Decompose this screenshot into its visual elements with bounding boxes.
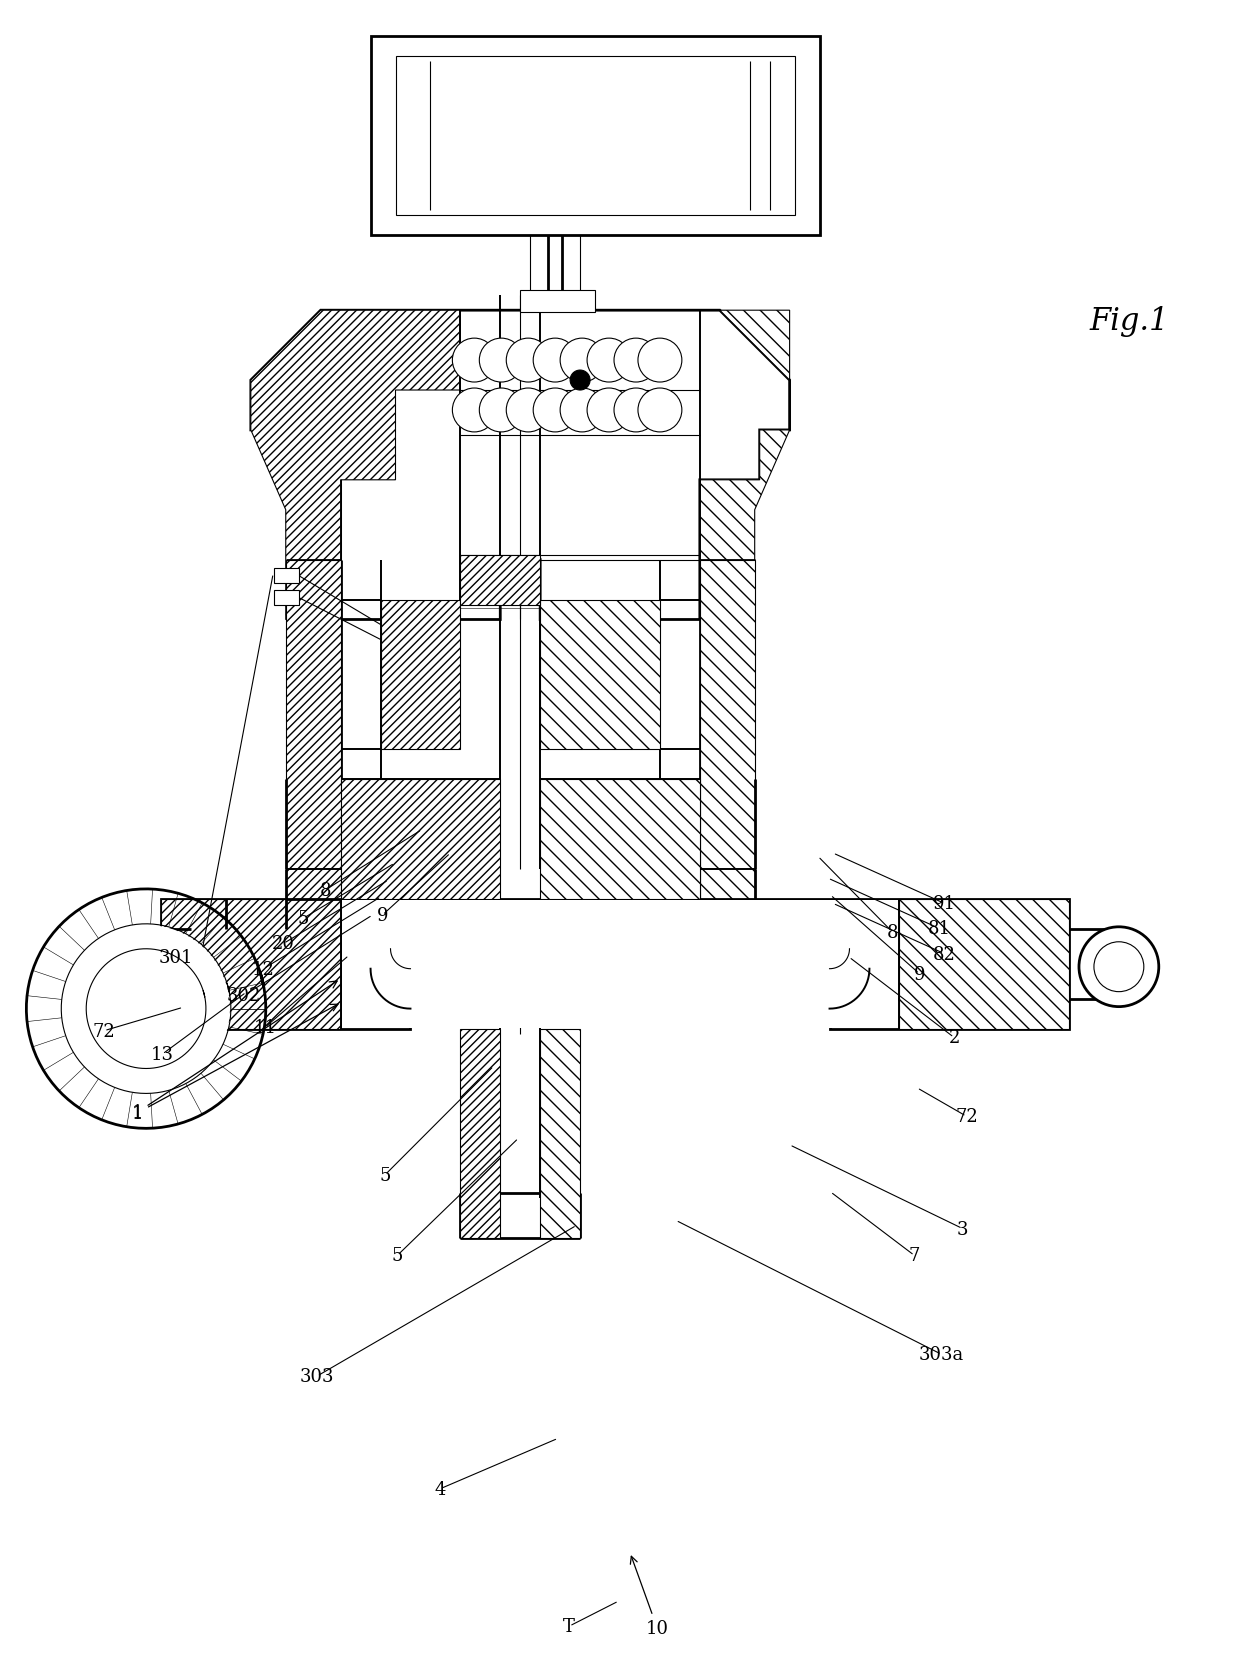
Polygon shape — [699, 311, 790, 620]
Circle shape — [1094, 942, 1143, 993]
Polygon shape — [699, 561, 755, 899]
Polygon shape — [541, 600, 660, 749]
Circle shape — [587, 339, 631, 383]
Polygon shape — [285, 561, 341, 899]
Text: 303a: 303a — [919, 1346, 965, 1364]
Circle shape — [614, 339, 658, 383]
Bar — [460, 556, 541, 605]
Text: 2: 2 — [949, 1028, 960, 1047]
Circle shape — [506, 339, 551, 383]
Polygon shape — [161, 899, 1069, 1028]
Polygon shape — [250, 296, 790, 620]
Circle shape — [533, 388, 577, 433]
Bar — [342, 900, 898, 1028]
Polygon shape — [161, 899, 341, 1028]
Text: 1: 1 — [131, 981, 337, 1122]
Text: 10: 10 — [630, 1556, 668, 1636]
Text: 11: 11 — [253, 1018, 277, 1037]
Polygon shape — [541, 780, 699, 899]
Bar — [371, 37, 820, 237]
Circle shape — [614, 388, 658, 433]
Text: 13: 13 — [151, 1045, 174, 1063]
Text: 72: 72 — [93, 1021, 115, 1040]
Text: 72: 72 — [955, 1107, 978, 1126]
Bar — [274, 590, 299, 605]
Text: 9: 9 — [914, 964, 925, 983]
Text: 9: 9 — [377, 907, 388, 924]
Polygon shape — [250, 311, 460, 620]
Text: 7: 7 — [909, 1247, 920, 1265]
Text: 91: 91 — [932, 895, 956, 912]
Circle shape — [637, 339, 682, 383]
Text: 81: 81 — [928, 921, 951, 937]
Circle shape — [533, 339, 577, 383]
Circle shape — [506, 388, 551, 433]
Text: 5: 5 — [392, 1247, 403, 1265]
Text: T: T — [563, 1618, 575, 1635]
Circle shape — [62, 926, 229, 1092]
Text: 5: 5 — [298, 911, 309, 927]
Polygon shape — [381, 600, 460, 749]
Circle shape — [560, 339, 604, 383]
Circle shape — [1079, 927, 1159, 1006]
Polygon shape — [460, 1028, 500, 1238]
Text: 1: 1 — [131, 1005, 339, 1122]
Circle shape — [480, 339, 523, 383]
Circle shape — [453, 388, 496, 433]
Circle shape — [480, 388, 523, 433]
Text: 8: 8 — [320, 882, 331, 899]
Circle shape — [587, 388, 631, 433]
Text: 3: 3 — [957, 1220, 968, 1238]
Bar — [274, 568, 299, 583]
Circle shape — [453, 339, 496, 383]
Circle shape — [637, 388, 682, 433]
Text: Fig.1: Fig.1 — [1089, 306, 1168, 336]
Circle shape — [560, 388, 604, 433]
Text: 20: 20 — [272, 936, 295, 953]
Circle shape — [570, 371, 590, 391]
Text: 12: 12 — [252, 959, 275, 978]
Text: 302: 302 — [227, 986, 262, 1005]
Polygon shape — [899, 899, 1069, 1028]
Bar — [396, 57, 795, 217]
Text: 301: 301 — [159, 948, 193, 966]
Text: 82: 82 — [932, 944, 956, 963]
Polygon shape — [341, 780, 500, 899]
Bar — [521, 291, 595, 312]
Text: 303: 303 — [300, 1368, 334, 1386]
Text: 5: 5 — [379, 1166, 391, 1184]
Text: 4: 4 — [435, 1480, 446, 1497]
Text: 8: 8 — [887, 924, 898, 941]
Polygon shape — [541, 1028, 580, 1238]
